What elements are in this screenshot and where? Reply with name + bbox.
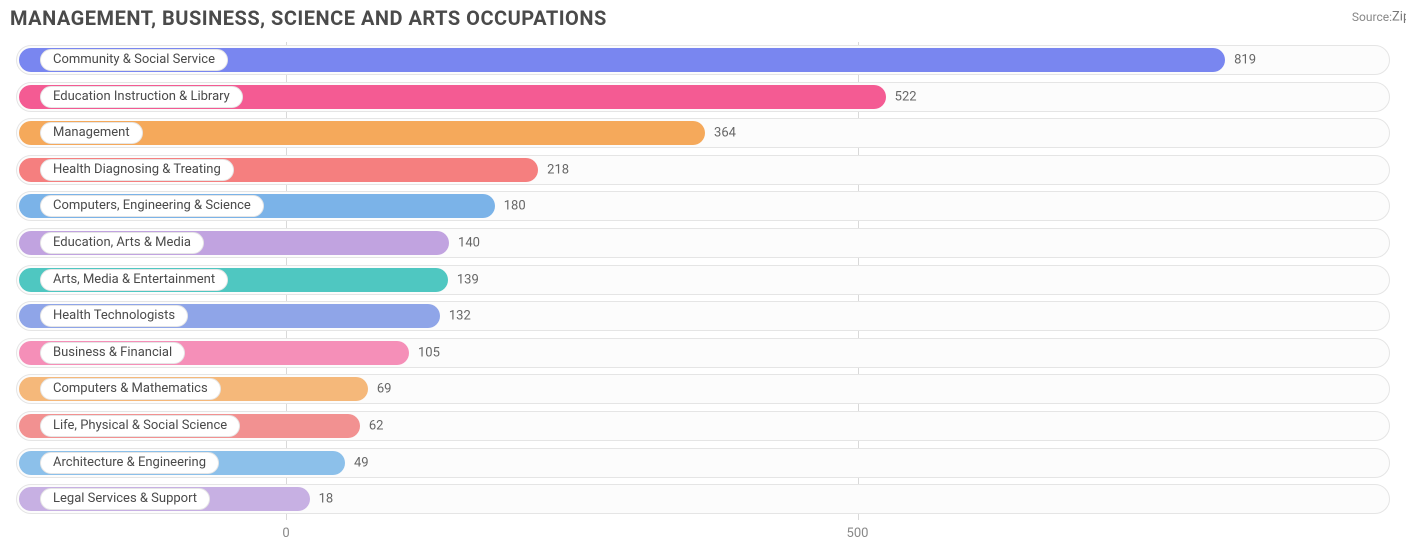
source-attribution: Source: ZipAtlas.com [1352, 10, 1392, 24]
bar-row: Education Instruction & Library 522 [16, 82, 1390, 112]
bar-label-pill: Arts, Media & Entertainment [40, 269, 228, 291]
bar-label-pill: Health Technologists [40, 305, 188, 327]
bar-value-label: 49 [354, 455, 369, 470]
bar-row: Legal Services & Support 18 [16, 484, 1390, 514]
bar-value-label: 522 [895, 89, 917, 104]
bar-row: Life, Physical & Social Science 62 [16, 411, 1390, 441]
chart-container: Community & Social Service 819 Education I… [10, 42, 1396, 550]
bar-row: Health Technologists 132 [16, 301, 1390, 331]
bar-label-pill: Education, Arts & Media [40, 232, 204, 254]
bar-value-label: 69 [377, 382, 392, 397]
bar-label-pill: Computers, Engineering & Science [40, 195, 264, 217]
bar-row: Business & Financial 105 [16, 338, 1390, 368]
bar-label-pill: Management [40, 122, 143, 144]
bar-label-pill: Architecture & Engineering [40, 452, 219, 474]
bar-value-label: 819 [1234, 53, 1256, 68]
bar-label-pill: Business & Financial [40, 342, 185, 364]
plot-area: Community & Social Service 819 Education I… [10, 42, 1396, 520]
bar-value-label: 139 [457, 272, 479, 287]
bar-row: Computers & Mathematics 69 [16, 374, 1390, 404]
bar-value-label: 105 [418, 345, 440, 360]
bar-value-label: 18 [319, 492, 334, 507]
bar-label-pill: Health Diagnosing & Treating [40, 159, 234, 181]
chart-title: MANAGEMENT, BUSINESS, SCIENCE AND ARTS O… [10, 6, 607, 30]
bar-row: Arts, Media & Entertainment 139 [16, 265, 1390, 295]
x-tick-500: 500 [847, 526, 869, 541]
bar-label-pill: Computers & Mathematics [40, 378, 221, 400]
source-value: ZipAtlas.com [1392, 10, 1406, 25]
x-tick-0: 0 [282, 526, 289, 541]
bar-row: Education, Arts & Media 140 [16, 228, 1390, 258]
bar-label-pill: Legal Services & Support [40, 488, 210, 510]
bar-row: Community & Social Service 819 [16, 45, 1390, 75]
bar-value-label: 62 [369, 419, 384, 434]
bar-row: Management 364 [16, 118, 1390, 148]
bar-value-label: 364 [714, 126, 736, 141]
source-label: Source: [1352, 10, 1392, 24]
bar-label-pill: Community & Social Service [40, 49, 228, 71]
x-axis: 0 500 1,000 [10, 526, 1396, 546]
bar-value-label: 132 [449, 309, 471, 324]
bar-value-label: 180 [504, 199, 526, 214]
bar-label-pill: Education Instruction & Library [40, 86, 243, 108]
bar-label-pill: Life, Physical & Social Science [40, 415, 240, 437]
bar-value-label: 140 [458, 236, 480, 251]
bar-value-label: 218 [547, 162, 569, 177]
bar-row: Computers, Engineering & Science 180 [16, 191, 1390, 221]
bar-row: Architecture & Engineering 49 [16, 448, 1390, 478]
bar-row: Health Diagnosing & Treating 218 [16, 155, 1390, 185]
